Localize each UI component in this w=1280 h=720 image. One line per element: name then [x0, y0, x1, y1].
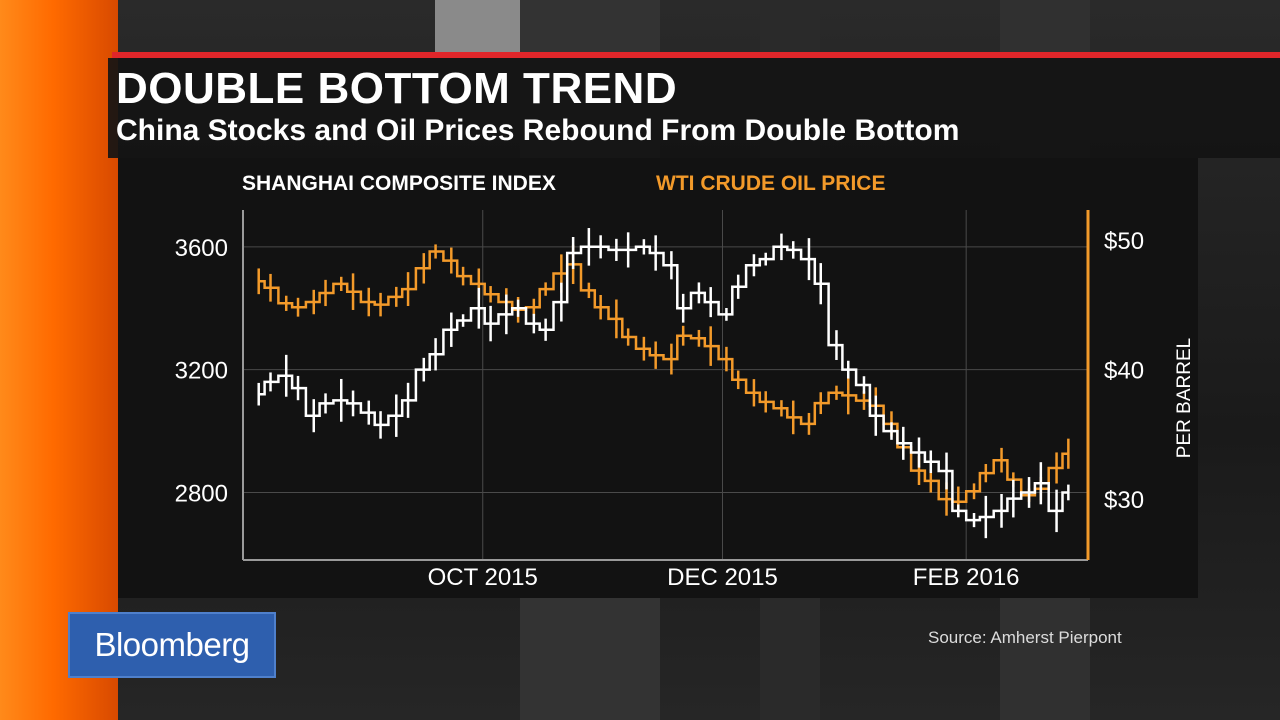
- chart-axes: [242, 210, 1090, 561]
- right-tick-label: $40: [1104, 357, 1144, 384]
- studio-light: [435, 0, 520, 52]
- legend-shanghai: SHANGHAI COMPOSITE INDEX: [242, 172, 556, 195]
- red-accent-line: [112, 52, 1280, 58]
- left-tick-label: 2800: [175, 480, 228, 507]
- shanghai-series: [257, 228, 1070, 539]
- left-tick-label: 3600: [175, 235, 228, 262]
- legend-wti: WTI CRUDE OIL PRICE: [656, 172, 886, 195]
- series-line: [258, 245, 1069, 522]
- title-panel: [108, 58, 1280, 158]
- subheadline: China Stocks and Oil Prices Rebound From…: [116, 114, 960, 147]
- right-tick-label: $50: [1104, 228, 1144, 255]
- x-tick-label: DEC 2015: [667, 564, 778, 591]
- right-axis-label: PER BARREL: [1174, 338, 1195, 458]
- source-note: Source: Amherst Pierpont: [928, 628, 1122, 647]
- orange-side-strip: [0, 0, 118, 720]
- chart-labels: 3600 3200 2800 OCT 2015 DEC 2015 FEB 2016 $50 $…: [175, 228, 1195, 591]
- right-tick-label: $30: [1104, 487, 1144, 514]
- headline: DOUBLE BOTTOM TREND: [116, 64, 678, 113]
- x-tick-label: FEB 2016: [913, 564, 1020, 591]
- x-tick-label: OCT 2015: [428, 564, 538, 591]
- left-tick-label: 3200: [175, 358, 228, 385]
- bloomberg-logo: Bloomberg: [68, 612, 276, 678]
- chart-grid: [243, 210, 1088, 560]
- series-line: [258, 250, 1069, 503]
- wti-series: [257, 244, 1070, 517]
